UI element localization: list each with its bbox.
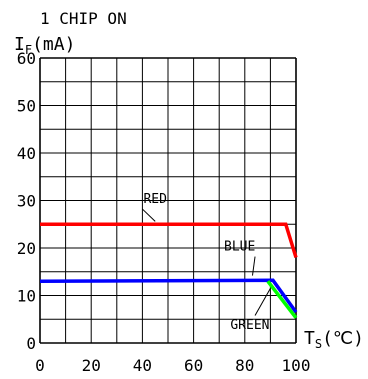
leader-line-red	[142, 208, 156, 222]
chart-title: 1 CHIP ON	[40, 9, 127, 28]
y-axis-label: IF(mA)	[14, 34, 75, 57]
y-tick-label: 40	[17, 144, 36, 163]
y-tick-label: 30	[17, 192, 36, 211]
x-axis-label-main: T	[304, 328, 315, 349]
y-tick-label: 20	[17, 239, 36, 258]
series-line-red	[40, 222, 298, 259]
leader-line-blue	[251, 256, 256, 276]
x-tick-label: 0	[35, 356, 45, 375]
x-axis-label-sub: S	[315, 337, 322, 351]
x-tick-label: 60	[184, 356, 203, 375]
y-axis-label-main: I	[14, 34, 25, 55]
x-tick-label: 40	[133, 356, 152, 375]
series-annotations: RED BLUE GREEN	[142, 192, 271, 333]
x-axis-label-rest: (℃)	[322, 328, 364, 349]
series-line-blue	[39, 278, 298, 314]
grid	[39, 57, 297, 344]
series-label-green: GREEN	[230, 318, 269, 333]
y-tick-label: 50	[17, 97, 36, 116]
tick-labels: 0 10 20 30 40 50 60 0 20 40 60 80 100	[17, 49, 311, 375]
series-label-blue: BLUE	[224, 239, 255, 254]
x-tick-label: 20	[82, 356, 101, 375]
leader-line-green	[254, 288, 271, 316]
y-tick-label: 0	[26, 334, 36, 353]
series-line-green	[266, 280, 298, 319]
x-tick-label: 80	[235, 356, 254, 375]
series-label-red: RED	[143, 192, 167, 207]
series-lines	[39, 222, 298, 319]
x-tick-label: 100	[282, 356, 311, 375]
y-axis-label-rest: (mA)	[32, 34, 75, 55]
y-tick-label: 60	[17, 49, 36, 68]
x-axis-label: TS(℃)	[304, 328, 364, 351]
y-tick-label: 10	[17, 287, 36, 306]
y-axis-label-sub: F	[25, 43, 32, 57]
